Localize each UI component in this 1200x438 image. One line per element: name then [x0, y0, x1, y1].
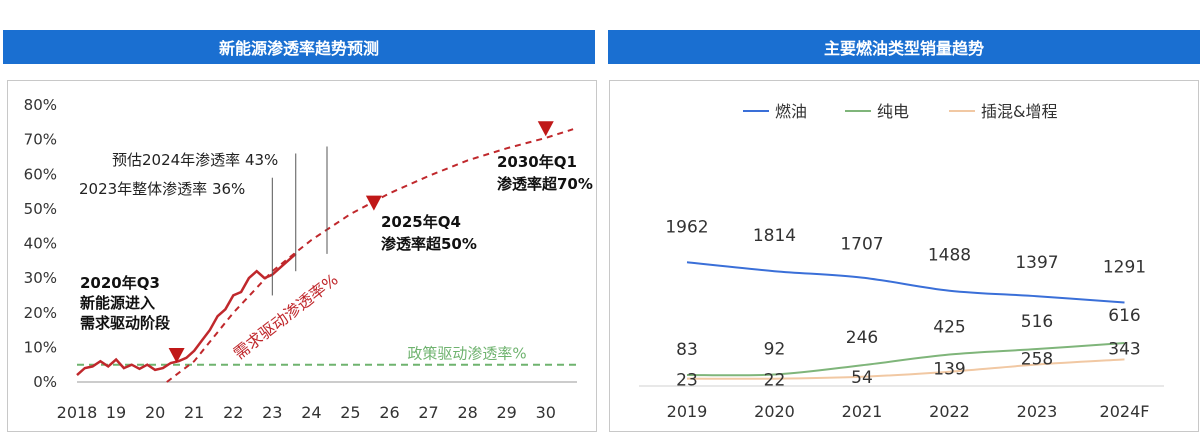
bev-data-label: 516 — [1021, 312, 1053, 332]
annotation-2023-actual: 2023年整体渗透率 36% — [79, 180, 245, 198]
fuel-data-label: 1397 — [1015, 253, 1058, 273]
phev-data-label: 22 — [764, 371, 786, 391]
milestone-marker — [168, 348, 185, 364]
x-tick-label: 2020 — [754, 402, 795, 421]
annotation-2024-estimate: 预估2024年渗透率 43% — [112, 151, 278, 169]
x-tick-label: 2019 — [667, 402, 708, 421]
bev-data-label: 246 — [846, 328, 878, 348]
y-tick-label: 20% — [24, 304, 57, 322]
legend-label: 插混&增程 — [981, 102, 1057, 121]
annotation-2030-q1-line: 渗透率超70% — [497, 175, 593, 193]
x-tick-label: 23 — [262, 403, 282, 422]
penetration-chart: 0% 10% 20% 30% 40% 50% 60% 70% 80% 2018 19 20 21 22 23… — [24, 96, 593, 422]
y-tick-label: 80% — [24, 96, 57, 114]
policy-line-label: 政策驱动渗透率% — [407, 345, 526, 363]
x-tick-label: 2023 — [1017, 402, 1058, 421]
x-tick-label: 25 — [340, 403, 360, 422]
phev-data-label: 343 — [1108, 339, 1140, 359]
fuel-data-label: 1814 — [753, 226, 796, 246]
y-tick-label: 30% — [24, 269, 57, 287]
sales-chart: 燃油 纯电 插混&增程 2019 2020 2021 2022 2023 2024F 1962 18… — [639, 102, 1164, 421]
bev-data-label: 425 — [933, 318, 965, 338]
x-tick-label: 19 — [106, 403, 126, 422]
annotation-2025-q4-line: 2025年Q4 — [381, 213, 461, 231]
x-tick-label: 30 — [536, 403, 556, 422]
x-tick-label: 2024F — [1100, 402, 1150, 421]
y-tick-label: 50% — [24, 200, 57, 218]
left-chart-header: 新能源渗透率趋势预测 — [3, 30, 595, 64]
y-tick-label: 40% — [24, 235, 57, 253]
bev-data-label: 616 — [1108, 306, 1140, 326]
x-tick-label: 28 — [457, 403, 477, 422]
x-tick-label: 22 — [223, 403, 243, 422]
annotation-2025-q4-line: 渗透率超50% — [381, 235, 477, 253]
x-tick-label: 2021 — [842, 402, 883, 421]
legend-label: 燃油 — [775, 102, 807, 121]
x-tick-label: 26 — [379, 403, 399, 422]
legend-label: 纯电 — [877, 102, 909, 121]
phev-data-label: 139 — [933, 360, 965, 380]
right-chart-frame — [609, 80, 1199, 432]
x-tick-label: 2022 — [929, 402, 970, 421]
fuel-data-label: 1291 — [1103, 258, 1146, 278]
right-chart-header: 主要燃油类型销量趋势 — [608, 30, 1200, 64]
x-tick-label: 2018 — [57, 403, 98, 422]
fuel-sales-line — [686, 261, 1125, 304]
fuel-data-label: 1962 — [665, 217, 708, 237]
annotation-2020-q3-line: 需求驱动阶段 — [80, 314, 170, 332]
bev-data-label: 92 — [764, 339, 786, 359]
right-chart-title: 主要燃油类型销量趋势 — [823, 39, 984, 58]
annotation-2020-q3-line: 新能源进入 — [80, 294, 155, 312]
milestone-marker — [537, 121, 554, 137]
milestone-marker — [365, 195, 382, 211]
x-tick-label: 24 — [301, 403, 321, 422]
left-chart-frame — [7, 80, 597, 432]
actual-penetration-line — [76, 252, 297, 377]
phev-data-label: 54 — [851, 368, 873, 388]
fuel-data-label: 1707 — [840, 235, 883, 255]
y-tick-label: 60% — [24, 165, 57, 183]
y-tick-label: 70% — [24, 131, 57, 149]
y-tick-label: 10% — [24, 338, 57, 356]
x-tick-label: 29 — [497, 403, 517, 422]
bev-sales-line — [686, 342, 1125, 377]
x-tick-label: 21 — [184, 403, 204, 422]
phev-data-label: 258 — [1021, 350, 1053, 370]
y-tick-label: 0% — [33, 373, 57, 391]
x-tick-label: 27 — [418, 403, 438, 422]
phev-data-label: 23 — [676, 371, 698, 391]
annotation-2030-q1-line: 2030年Q1 — [497, 153, 577, 171]
bev-data-label: 83 — [676, 340, 698, 360]
annotation-2020-q3-line: 2020年Q3 — [80, 274, 160, 292]
x-tick-label: 20 — [145, 403, 165, 422]
left-chart-title: 新能源渗透率趋势预测 — [218, 39, 379, 58]
phev-sales-line — [686, 358, 1125, 380]
fuel-data-label: 1488 — [928, 246, 971, 266]
